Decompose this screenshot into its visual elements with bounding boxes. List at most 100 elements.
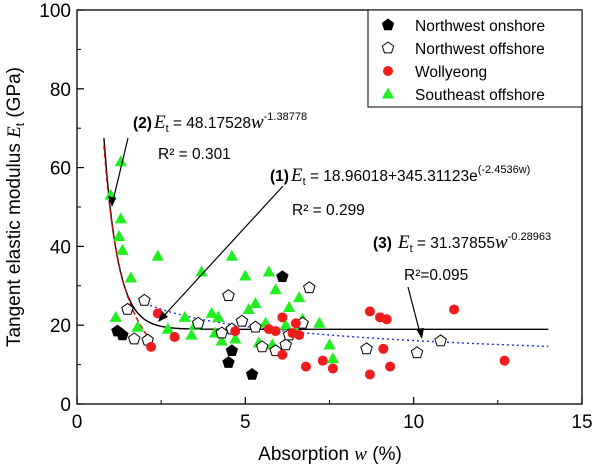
data-point-northwest-offshore (127, 332, 141, 345)
y-axis: 0 20 40 60 80 100 (39, 1, 84, 416)
data-point-northwest-offshore (360, 342, 373, 355)
data-point-northwest-onshore (225, 344, 239, 357)
x-tick-label: 0 (72, 412, 83, 433)
data-point-northwest-offshore (249, 320, 262, 333)
data-points (104, 155, 510, 380)
fit-curves (103, 138, 549, 348)
equation-3-r2: R²=0.095 (404, 267, 468, 284)
data-point-northwest-onshore (276, 270, 289, 282)
data-point-wollyeong (277, 349, 288, 360)
x-tick-label: 10 (403, 412, 424, 433)
x-tick-label: 5 (240, 412, 251, 433)
fit-curve-2 (103, 145, 155, 345)
legend-marker-northwest-onshore (381, 18, 395, 31)
y-axis-title: Tangent elastic modulus Et (GPa) (4, 67, 27, 347)
data-point-southeast-offshore (205, 306, 218, 318)
data-point-wollyeong (270, 326, 281, 337)
fit-curve-3 (140, 300, 549, 348)
x-axis-title-unit: (%) (367, 444, 402, 465)
equation-2-exp: -1.38778 (264, 111, 307, 123)
arrowhead-eq3 (416, 328, 424, 339)
y-axis-title-sub: t (13, 122, 27, 126)
y-tick-label: 0 (60, 395, 71, 416)
data-point-southeast-offshore (215, 334, 228, 346)
data-point-wollyeong (381, 314, 392, 325)
data-point-southeast-offshore (151, 249, 164, 261)
arrow-eq1 (159, 185, 284, 321)
data-point-southeast-offshore (262, 265, 276, 277)
data-point-southeast-offshore (313, 316, 326, 328)
equation-1: (1) Et = 18.96018+345.31123e(-2.4536w) (270, 164, 530, 188)
equation-1-number: (1) (270, 168, 289, 185)
data-point-northwest-offshore (191, 316, 205, 329)
data-point-southeast-offshore (229, 332, 242, 344)
equation-1-exp: (-2.4536w) (478, 164, 531, 176)
annotation-arrows (108, 137, 424, 339)
data-point-northwest-offshore (138, 293, 151, 306)
data-point-wollyeong (364, 369, 375, 380)
data-point-northwest-offshore (121, 302, 134, 315)
equation-2-r2: R² = 0.301 (158, 146, 231, 163)
data-point-southeast-offshore (195, 265, 208, 277)
y-tick-label: 100 (39, 1, 71, 22)
data-point-southeast-offshore (282, 300, 296, 313)
x-tick-label: 15 (571, 412, 592, 433)
data-point-southeast-offshore (269, 283, 282, 295)
equation-2-coeff: = 48.17528 (169, 115, 251, 132)
equation-3: (3) Et = 31.37855w-0.28963 (373, 231, 551, 255)
data-point-southeast-offshore (239, 269, 252, 281)
equation-1-coeff: = 18.96018+345.31123e (306, 168, 478, 185)
data-point-southeast-offshore (131, 320, 144, 332)
data-point-southeast-offshore (185, 328, 198, 340)
legend-label-wollyeong: Wollyeong (415, 64, 487, 81)
equation-1-var: E (290, 165, 303, 186)
data-point-wollyeong (499, 355, 510, 366)
data-point-wollyeong (277, 312, 288, 323)
data-point-wollyeong (146, 341, 157, 352)
legend-label-southeast-offshore: Southeast offshore (415, 87, 545, 104)
equation-3-wvar: w (495, 232, 508, 253)
data-point-southeast-offshore (124, 271, 138, 283)
data-point-southeast-offshore (249, 297, 262, 309)
data-point-wollyeong (385, 361, 396, 372)
data-point-wollyeong (449, 304, 460, 315)
equation-3-coeff: = 31.37855 (413, 235, 495, 252)
data-point-northwest-offshore (235, 314, 249, 327)
equation-2-number: (2) (133, 115, 152, 132)
data-point-southeast-offshore (161, 322, 175, 334)
legend-label-northwest-onshore: Northwest onshore (415, 18, 545, 35)
y-tick-label: 80 (50, 80, 71, 101)
data-point-southeast-offshore (178, 310, 191, 322)
x-axis-title-main: Absorption (258, 444, 354, 465)
data-point-northwest-offshore (434, 334, 447, 347)
data-point-southeast-offshore (212, 310, 225, 322)
y-axis-title-main: Tangent elastic modulus (4, 138, 25, 347)
legend-box (367, 9, 583, 108)
equation-2-wvar: w (251, 112, 264, 133)
data-point-northwest-onshore (116, 328, 129, 341)
y-tick-label: 60 (50, 159, 71, 180)
equation-3-number: (3) (373, 235, 392, 252)
data-point-northwest-offshore (255, 340, 269, 353)
x-axis: 0 5 10 15 (72, 397, 593, 433)
data-point-southeast-offshore (112, 230, 126, 242)
data-point-southeast-offshore (109, 310, 122, 322)
data-point-southeast-offshore (326, 352, 340, 364)
arrowhead-eq2 (108, 196, 116, 207)
data-point-northwest-onshore (245, 367, 259, 380)
equation-2-var: E (153, 112, 166, 133)
data-point-southeast-offshore (279, 318, 292, 330)
legend-marker-wollyeong (383, 66, 393, 76)
arrowhead-eq1 (158, 311, 168, 322)
data-point-southeast-offshore (323, 338, 336, 350)
x-axis-title-var: w (354, 444, 367, 465)
data-point-southeast-offshore (116, 243, 129, 255)
data-point-wollyeong (169, 332, 180, 343)
equation-2-sub: t (166, 123, 169, 135)
data-point-wollyeong (378, 343, 389, 354)
y-axis-title-unit: (GPa) (4, 67, 25, 123)
y-tick-label: 40 (50, 237, 71, 258)
equation-3-var: E (397, 232, 410, 253)
data-point-northwest-offshore (222, 289, 235, 301)
fit-curve-1 (103, 138, 549, 330)
